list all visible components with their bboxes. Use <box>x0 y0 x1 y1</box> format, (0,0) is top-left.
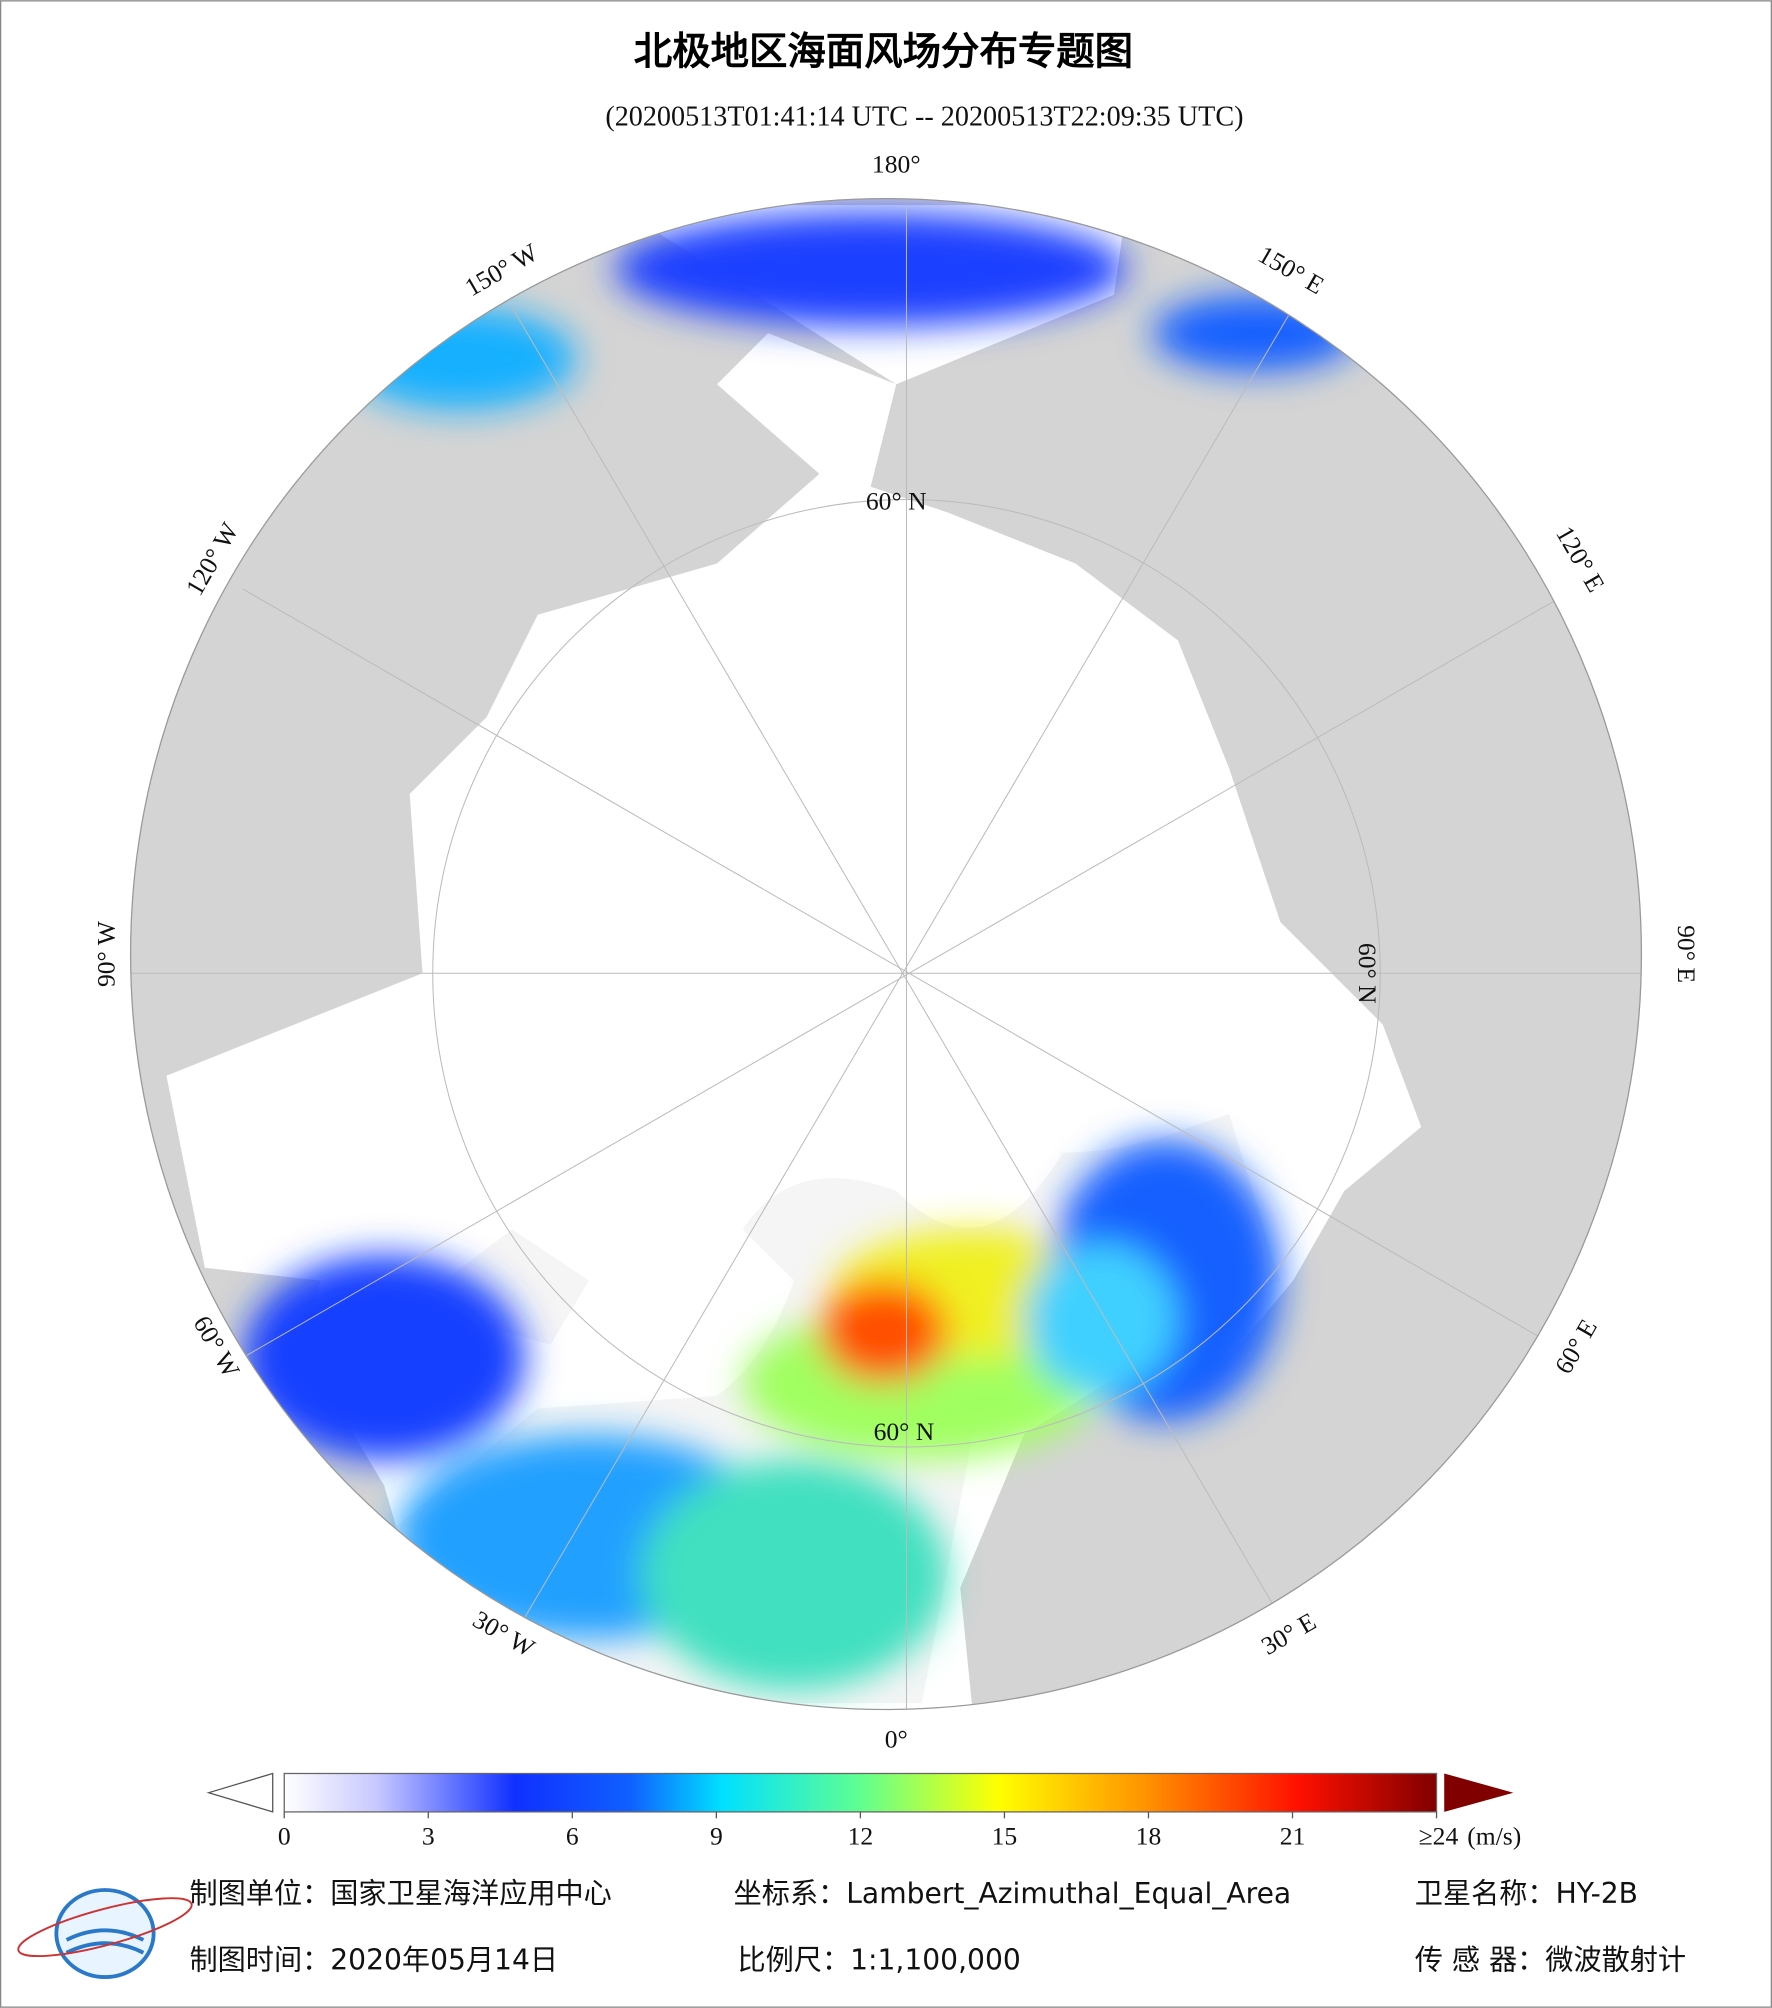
footer-projection: 坐标系：Lambert_Azimuthal_Equal_Area <box>734 1877 1292 1910</box>
meridian-label: 90° W <box>92 920 121 987</box>
subtitle: (20200513T01:41:14 UTC -- 20200513T22:09… <box>605 102 1243 133</box>
meridian-label: 180° <box>872 150 921 179</box>
graticule <box>130 205 1642 1710</box>
colorbar-tick-label: 6 <box>566 1822 579 1851</box>
colorbar-tick-label: 18 <box>1136 1822 1162 1851</box>
meridian-label: 30° E <box>1256 1607 1321 1661</box>
footer-sensor: 传 感 器：微波散射计 <box>1415 1944 1686 1977</box>
logo <box>17 1888 193 1979</box>
colorbar-tick-label: 0 <box>278 1822 291 1851</box>
colorbar-tick-label: 21 <box>1280 1822 1306 1851</box>
meridian-label: 0° <box>885 1724 908 1753</box>
colorbar-high-arrow <box>1444 1773 1514 1812</box>
colorbar-unit: (m/s) <box>1467 1822 1521 1851</box>
colorbar <box>283 1772 1438 1813</box>
footer-unit: 制图单位：国家卫星海洋应用中心 <box>189 1877 611 1910</box>
parallel-label: 60° N <box>1353 943 1382 1004</box>
footer-satellite: 卫星名称：HY-2B <box>1415 1877 1638 1910</box>
meridian-label: 90° E <box>1672 925 1701 983</box>
title: 北极地区海面风场分布专题图 <box>634 29 1133 74</box>
colorbar-tick-label: ≥24 <box>1419 1822 1459 1851</box>
parallel-label: 60° N <box>874 1417 935 1446</box>
meridian-label: 150° E <box>1253 240 1329 300</box>
colorbar-tick-label: 15 <box>992 1822 1018 1851</box>
colorbar-tick-label: 12 <box>848 1822 874 1851</box>
meridian-label: 60° E <box>1549 1314 1603 1379</box>
wind-field <box>243 211 1358 1691</box>
map-border <box>129 198 1643 1711</box>
colorbar-tick-label: 9 <box>710 1822 723 1851</box>
colorbar-tick-label: 3 <box>422 1822 435 1851</box>
colorbar-low-arrow <box>206 1772 274 1813</box>
footer-date: 制图时间：2020年05月14日 <box>189 1944 558 1977</box>
map <box>130 198 1642 1710</box>
parallel-label: 60° N <box>866 486 927 515</box>
footer-scale: 比例尺：1:1,100,000 <box>737 1944 1020 1977</box>
meridian-label: 120° E <box>1550 521 1610 597</box>
